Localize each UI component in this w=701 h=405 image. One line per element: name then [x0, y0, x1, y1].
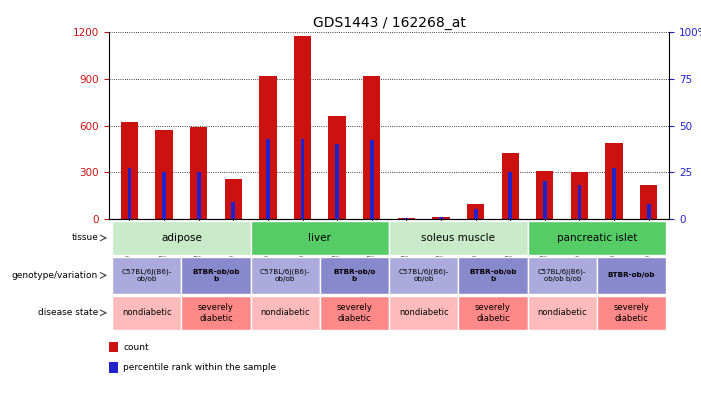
Bar	[121, 122, 138, 219]
Text: BTBR-ob/o
b: BTBR-ob/o b	[333, 269, 376, 282]
Bar	[543, 181, 547, 219]
Text: percentile rank within the sample: percentile rank within the sample	[123, 363, 276, 372]
Bar	[156, 130, 172, 219]
Text: nondiabetic: nondiabetic	[538, 308, 587, 318]
Text: BTBR-ob/ob
b: BTBR-ob/ob b	[192, 269, 240, 282]
Title: GDS1443 / 162268_at: GDS1443 / 162268_at	[313, 16, 465, 30]
Bar	[335, 144, 339, 219]
Text: nondiabetic: nondiabetic	[399, 308, 449, 318]
Bar	[363, 76, 381, 219]
Text: soleus muscle: soleus muscle	[421, 233, 496, 243]
Bar	[190, 127, 207, 219]
Bar	[612, 168, 616, 219]
Bar	[467, 204, 484, 219]
Bar	[197, 172, 200, 219]
Text: C57BL/6J(B6)-
ob/ob: C57BL/6J(B6)- ob/ob	[260, 269, 311, 282]
Bar	[536, 171, 554, 219]
Bar	[128, 168, 131, 219]
Text: C57BL/6J(B6)-
ob/ob: C57BL/6J(B6)- ob/ob	[121, 269, 172, 282]
Text: severely
diabetic: severely diabetic	[475, 303, 511, 322]
Text: severely
diabetic: severely diabetic	[336, 303, 372, 322]
Bar	[404, 218, 408, 219]
Bar	[231, 202, 235, 219]
Bar	[606, 143, 622, 219]
Bar	[508, 172, 512, 219]
Text: severely
diabetic: severely diabetic	[198, 303, 234, 322]
Bar	[501, 153, 519, 219]
Bar	[370, 141, 374, 219]
Bar	[329, 116, 346, 219]
Bar	[224, 179, 242, 219]
Text: BTBR-ob/ob: BTBR-ob/ob	[608, 273, 655, 278]
Text: C57BL/6J(B6)-
ob/ob b/ob: C57BL/6J(B6)- ob/ob b/ob	[538, 269, 586, 282]
Text: genotype/variation: genotype/variation	[12, 271, 98, 280]
Bar	[578, 185, 581, 219]
Text: adipose: adipose	[161, 233, 202, 243]
Bar	[397, 218, 415, 219]
Bar	[474, 209, 477, 219]
Text: BTBR-ob/ob
b: BTBR-ob/ob b	[469, 269, 517, 282]
Bar	[294, 36, 311, 219]
Text: severely
diabetic: severely diabetic	[613, 303, 649, 322]
Bar	[433, 217, 449, 219]
Text: tissue: tissue	[72, 233, 98, 243]
Bar	[162, 172, 166, 219]
Text: C57BL/6J(B6)-
ob/ob: C57BL/6J(B6)- ob/ob	[398, 269, 449, 282]
Text: pancreatic islet: pancreatic islet	[557, 233, 637, 243]
Bar	[571, 172, 588, 219]
Text: nondiabetic: nondiabetic	[122, 308, 172, 318]
Bar	[640, 185, 658, 219]
Text: count: count	[123, 343, 149, 352]
Bar	[266, 139, 270, 219]
Bar	[439, 217, 443, 219]
Text: nondiabetic: nondiabetic	[260, 308, 310, 318]
Bar	[301, 139, 304, 219]
Bar	[259, 76, 277, 219]
Bar	[647, 204, 651, 219]
Text: liver: liver	[308, 233, 332, 243]
Text: disease state: disease state	[38, 308, 98, 318]
